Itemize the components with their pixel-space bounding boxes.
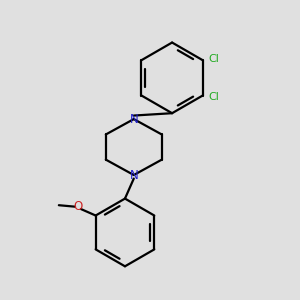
Text: O: O — [74, 200, 82, 213]
Text: N: N — [129, 169, 138, 182]
Text: N: N — [129, 112, 138, 126]
Text: Cl: Cl — [208, 92, 219, 102]
Text: Cl: Cl — [208, 54, 219, 64]
